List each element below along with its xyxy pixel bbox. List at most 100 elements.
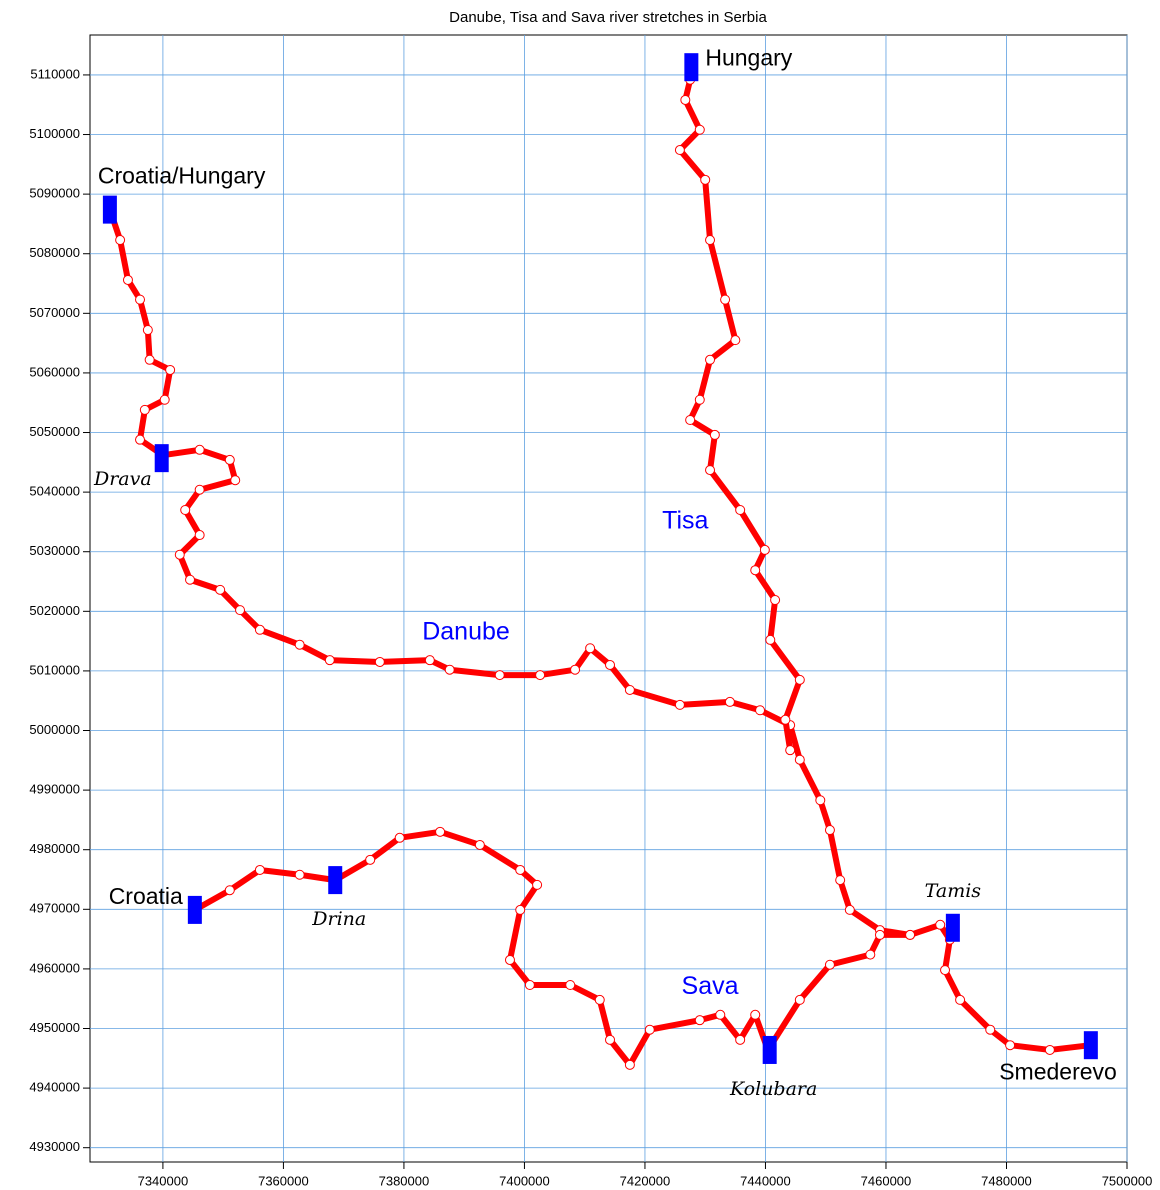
river-point: [759, 544, 770, 555]
y-tick-label: 5020000: [29, 603, 80, 618]
y-tick-label: 5000000: [29, 722, 80, 737]
river-point: [365, 854, 376, 865]
river-point: [135, 434, 146, 445]
river-point: [794, 994, 805, 1005]
border-marker: [154, 444, 169, 473]
y-tick-label: 5040000: [29, 484, 80, 499]
y-tick-label: 4930000: [29, 1139, 80, 1154]
river-point: [935, 919, 946, 930]
river-point: [794, 754, 805, 765]
river-point: [585, 643, 596, 654]
river-point: [224, 454, 235, 465]
y-tick-label: 4970000: [29, 901, 80, 916]
border-marker: [102, 195, 117, 224]
x-tick-label: 7460000: [861, 1173, 912, 1188]
river-point: [750, 1009, 761, 1020]
river-point: [709, 429, 720, 440]
border-marker: [187, 895, 202, 924]
river-point: [142, 325, 153, 336]
y-tick-label: 4940000: [29, 1080, 80, 1095]
x-tick-label: 7420000: [620, 1173, 671, 1188]
river-point: [1044, 1044, 1055, 1055]
river-point: [685, 415, 696, 426]
river-point: [185, 574, 196, 585]
river-point: [785, 745, 796, 756]
river-point: [524, 979, 535, 990]
plot-frame: [89, 34, 1128, 1163]
river-point: [180, 504, 191, 515]
river-point: [694, 394, 705, 405]
river-point: [135, 294, 146, 305]
river-point: [674, 699, 685, 710]
river-point: [394, 832, 405, 843]
river-point: [844, 904, 855, 915]
x-tick-label: 7500000: [1102, 1173, 1153, 1188]
marker-label: Croatia/Hungary: [98, 163, 266, 189]
river-point: [824, 825, 835, 836]
river-name: Danube: [422, 617, 510, 645]
y-tick-label: 5050000: [29, 424, 80, 439]
river-point: [824, 959, 835, 970]
river-point: [424, 655, 435, 666]
river-point: [144, 354, 155, 365]
river-point: [770, 594, 781, 605]
river-point: [294, 639, 305, 650]
river-point: [224, 885, 235, 896]
river-point: [494, 670, 505, 681]
river-point: [794, 674, 805, 685]
river-point: [955, 994, 966, 1005]
river-point: [874, 929, 885, 940]
river-point: [435, 826, 446, 837]
y-tick-label: 4980000: [29, 841, 80, 856]
border-marker: [1083, 1031, 1098, 1060]
river-point: [444, 664, 455, 675]
marker-label: Croatia: [109, 883, 183, 909]
x-tick-label: 7360000: [258, 1173, 309, 1188]
border-marker: [684, 53, 699, 82]
border-marker: [762, 1035, 777, 1064]
river-point: [235, 605, 246, 616]
y-tick-label: 4950000: [29, 1020, 80, 1035]
river-point: [730, 335, 741, 346]
river-line: [676, 79, 803, 751]
river-point: [535, 670, 546, 681]
river-point: [780, 714, 791, 725]
grid: [90, 35, 1128, 1162]
river-point: [594, 994, 605, 1005]
y-tick-label: 5100000: [29, 126, 80, 141]
river-point: [159, 394, 170, 405]
x-tick-label: 7380000: [379, 1173, 430, 1188]
river-point: [835, 875, 846, 886]
river-point: [705, 465, 716, 476]
river-point: [254, 864, 265, 875]
river-point: [624, 684, 635, 695]
marker-label: Kolubara: [729, 1078, 817, 1100]
river-point: [565, 979, 576, 990]
marker-label: Drava: [93, 468, 152, 490]
x-tick-label: 7400000: [499, 1173, 550, 1188]
river-point: [194, 484, 205, 495]
marker-label: Drina: [311, 908, 366, 930]
x-tick-label: 7480000: [981, 1173, 1032, 1188]
river-line: [193, 828, 911, 1068]
river-point: [570, 664, 581, 675]
river-point: [905, 929, 916, 940]
river-point: [750, 565, 761, 576]
river-point: [122, 274, 133, 285]
river-point: [515, 904, 526, 915]
river-point: [605, 659, 616, 670]
border-marker: [945, 913, 960, 942]
river-point: [674, 145, 685, 156]
river-point: [694, 1015, 705, 1026]
river-point: [680, 94, 691, 105]
river-point: [194, 530, 205, 541]
river-point: [254, 624, 265, 635]
y-tick-label: 5090000: [29, 186, 80, 201]
river-name: Sava: [682, 972, 739, 1000]
river-point: [215, 584, 226, 595]
y-tick-label: 5060000: [29, 364, 80, 379]
y-tick-label: 4960000: [29, 960, 80, 975]
river-point: [532, 879, 543, 890]
river-point: [724, 696, 735, 707]
